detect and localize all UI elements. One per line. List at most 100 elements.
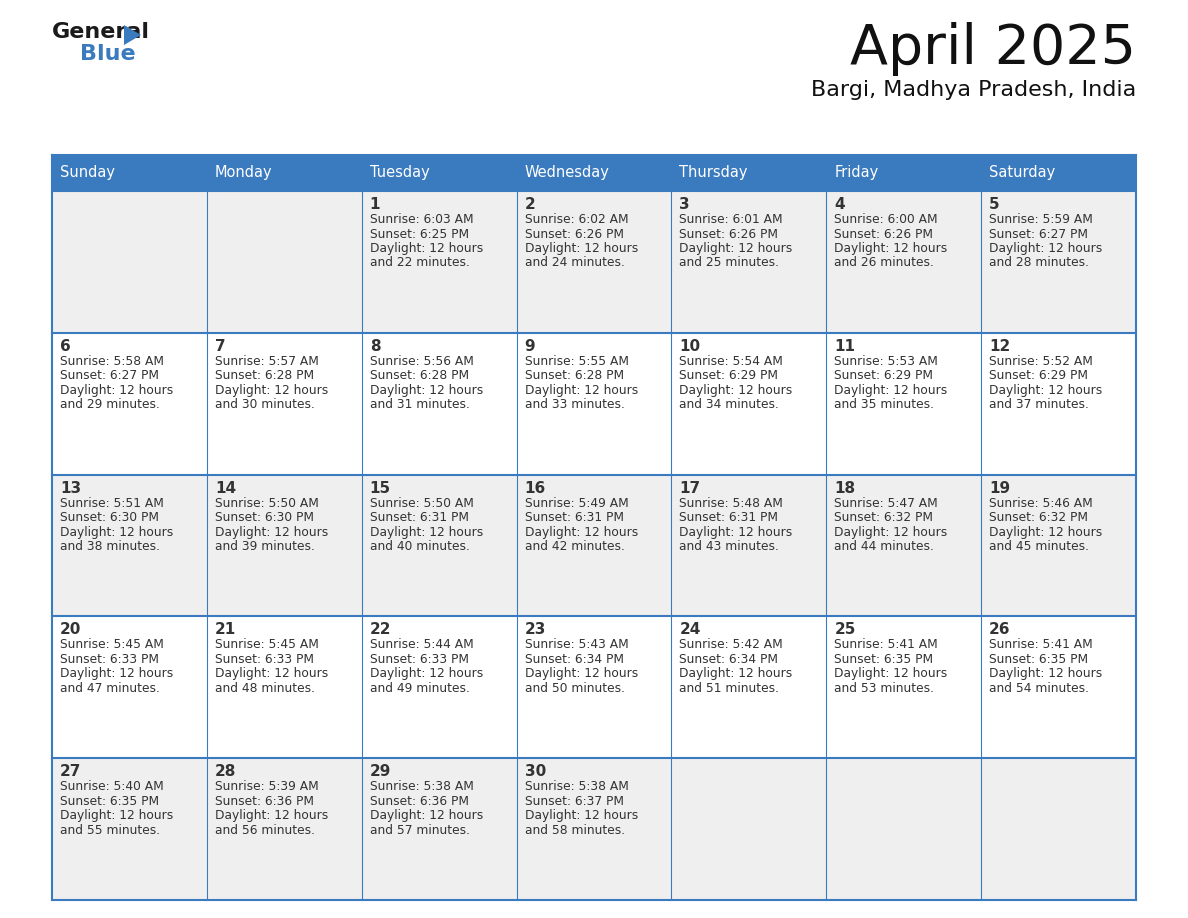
Text: and 26 minutes.: and 26 minutes. <box>834 256 934 270</box>
Text: Daylight: 12 hours: Daylight: 12 hours <box>215 526 328 539</box>
Text: Sunrise: 5:38 AM: Sunrise: 5:38 AM <box>525 780 628 793</box>
Text: Sunset: 6:35 PM: Sunset: 6:35 PM <box>990 653 1088 666</box>
Text: Sunrise: 6:03 AM: Sunrise: 6:03 AM <box>369 213 473 226</box>
Text: Sunset: 6:35 PM: Sunset: 6:35 PM <box>61 795 159 808</box>
Text: Bargi, Madhya Pradesh, India: Bargi, Madhya Pradesh, India <box>810 80 1136 100</box>
Text: and 28 minutes.: and 28 minutes. <box>990 256 1089 270</box>
Text: 23: 23 <box>525 622 546 637</box>
Text: and 42 minutes.: and 42 minutes. <box>525 540 625 554</box>
Text: Sunset: 6:34 PM: Sunset: 6:34 PM <box>525 653 624 666</box>
Text: Daylight: 12 hours: Daylight: 12 hours <box>990 667 1102 680</box>
Bar <box>207 758 361 900</box>
Text: 20: 20 <box>61 622 81 637</box>
Text: Tuesday: Tuesday <box>369 165 430 181</box>
Text: 30: 30 <box>525 764 545 779</box>
Text: Sunset: 6:26 PM: Sunset: 6:26 PM <box>680 228 778 241</box>
Bar <box>52 616 207 758</box>
Text: Sunrise: 6:02 AM: Sunrise: 6:02 AM <box>525 213 628 226</box>
Text: Blue: Blue <box>80 44 135 64</box>
Text: Monday: Monday <box>215 165 272 181</box>
Text: Sunset: 6:30 PM: Sunset: 6:30 PM <box>61 511 159 524</box>
Text: 29: 29 <box>369 764 391 779</box>
Bar <box>52 758 207 900</box>
Text: Sunset: 6:28 PM: Sunset: 6:28 PM <box>525 369 624 382</box>
Text: and 31 minutes.: and 31 minutes. <box>369 398 469 411</box>
Text: Sunrise: 5:43 AM: Sunrise: 5:43 AM <box>525 638 628 652</box>
Bar <box>361 333 517 475</box>
Bar <box>827 616 981 758</box>
Bar <box>207 333 361 475</box>
Text: Sunset: 6:28 PM: Sunset: 6:28 PM <box>369 369 469 382</box>
Text: and 54 minutes.: and 54 minutes. <box>990 682 1089 695</box>
Text: Sunset: 6:33 PM: Sunset: 6:33 PM <box>369 653 469 666</box>
Text: Daylight: 12 hours: Daylight: 12 hours <box>215 384 328 397</box>
Text: Friday: Friday <box>834 165 879 181</box>
Text: Daylight: 12 hours: Daylight: 12 hours <box>834 242 948 255</box>
Text: and 58 minutes.: and 58 minutes. <box>525 823 625 836</box>
Text: Daylight: 12 hours: Daylight: 12 hours <box>834 384 948 397</box>
Text: Saturday: Saturday <box>990 165 1055 181</box>
Text: Sunday: Sunday <box>61 165 115 181</box>
Bar <box>52 333 207 475</box>
Text: and 25 minutes.: and 25 minutes. <box>680 256 779 270</box>
Bar <box>671 758 827 900</box>
Text: General: General <box>52 22 150 42</box>
Bar <box>827 758 981 900</box>
Text: 17: 17 <box>680 481 701 496</box>
Text: Sunset: 6:36 PM: Sunset: 6:36 PM <box>215 795 314 808</box>
Text: Daylight: 12 hours: Daylight: 12 hours <box>834 526 948 539</box>
Text: Sunrise: 5:48 AM: Sunrise: 5:48 AM <box>680 497 783 509</box>
Text: 9: 9 <box>525 339 536 353</box>
Bar <box>517 155 671 191</box>
Text: and 57 minutes.: and 57 minutes. <box>369 823 469 836</box>
Text: Sunrise: 5:46 AM: Sunrise: 5:46 AM <box>990 497 1093 509</box>
Bar <box>207 475 361 616</box>
Text: Sunrise: 5:55 AM: Sunrise: 5:55 AM <box>525 354 628 368</box>
Bar <box>361 475 517 616</box>
Bar <box>827 191 981 333</box>
Text: Daylight: 12 hours: Daylight: 12 hours <box>680 526 792 539</box>
Text: Sunset: 6:29 PM: Sunset: 6:29 PM <box>990 369 1088 382</box>
Bar <box>517 191 671 333</box>
Text: Sunset: 6:26 PM: Sunset: 6:26 PM <box>525 228 624 241</box>
Bar <box>207 191 361 333</box>
Text: Daylight: 12 hours: Daylight: 12 hours <box>369 242 484 255</box>
Text: Sunrise: 5:58 AM: Sunrise: 5:58 AM <box>61 354 164 368</box>
Text: and 38 minutes.: and 38 minutes. <box>61 540 160 554</box>
Text: Sunset: 6:32 PM: Sunset: 6:32 PM <box>990 511 1088 524</box>
Text: Sunset: 6:30 PM: Sunset: 6:30 PM <box>215 511 314 524</box>
Text: and 50 minutes.: and 50 minutes. <box>525 682 625 695</box>
Text: and 55 minutes.: and 55 minutes. <box>61 823 160 836</box>
Bar <box>52 475 207 616</box>
Text: Thursday: Thursday <box>680 165 748 181</box>
Bar <box>981 475 1136 616</box>
Bar <box>827 475 981 616</box>
Bar <box>671 155 827 191</box>
Text: and 24 minutes.: and 24 minutes. <box>525 256 625 270</box>
Text: Daylight: 12 hours: Daylight: 12 hours <box>61 526 173 539</box>
Text: and 47 minutes.: and 47 minutes. <box>61 682 160 695</box>
Text: Sunrise: 5:50 AM: Sunrise: 5:50 AM <box>369 497 474 509</box>
Text: Sunrise: 5:41 AM: Sunrise: 5:41 AM <box>990 638 1093 652</box>
Text: 21: 21 <box>215 622 236 637</box>
Text: Sunset: 6:25 PM: Sunset: 6:25 PM <box>369 228 469 241</box>
Text: Daylight: 12 hours: Daylight: 12 hours <box>990 242 1102 255</box>
Text: Daylight: 12 hours: Daylight: 12 hours <box>834 667 948 680</box>
Bar <box>207 616 361 758</box>
Polygon shape <box>124 25 141 45</box>
Text: 10: 10 <box>680 339 701 353</box>
Text: 8: 8 <box>369 339 380 353</box>
Text: Daylight: 12 hours: Daylight: 12 hours <box>369 384 484 397</box>
Text: 12: 12 <box>990 339 1010 353</box>
Text: 28: 28 <box>215 764 236 779</box>
Text: Sunrise: 5:45 AM: Sunrise: 5:45 AM <box>215 638 318 652</box>
Text: Sunset: 6:29 PM: Sunset: 6:29 PM <box>680 369 778 382</box>
Text: Sunrise: 5:49 AM: Sunrise: 5:49 AM <box>525 497 628 509</box>
Bar <box>981 191 1136 333</box>
Text: Sunrise: 5:54 AM: Sunrise: 5:54 AM <box>680 354 783 368</box>
Text: 13: 13 <box>61 481 81 496</box>
Text: Sunrise: 5:45 AM: Sunrise: 5:45 AM <box>61 638 164 652</box>
Text: Daylight: 12 hours: Daylight: 12 hours <box>990 526 1102 539</box>
Text: Daylight: 12 hours: Daylight: 12 hours <box>990 384 1102 397</box>
Bar <box>981 333 1136 475</box>
